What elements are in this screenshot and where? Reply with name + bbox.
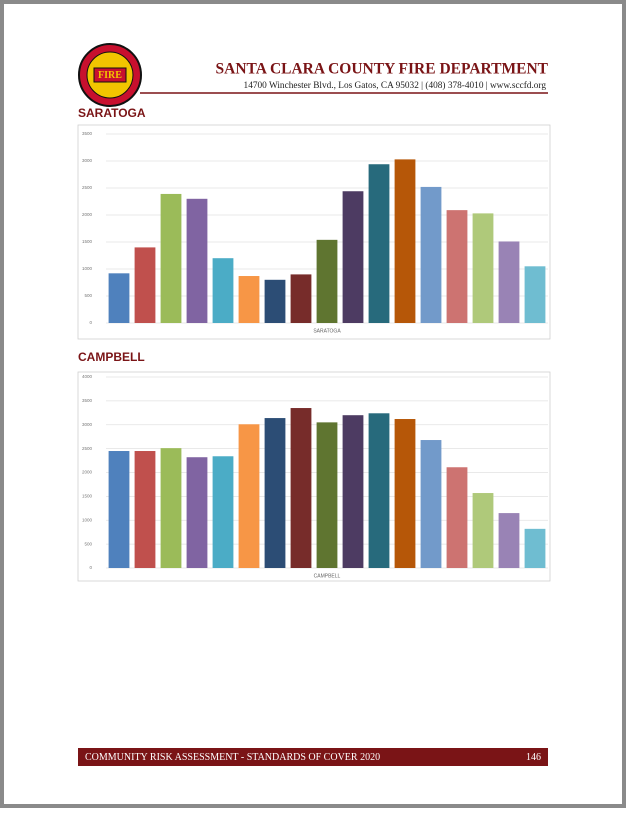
- bar: [472, 213, 494, 323]
- bar: [238, 276, 260, 323]
- x-axis-label: SARATOGA: [313, 328, 341, 334]
- bar: [212, 258, 234, 323]
- bar: [342, 191, 364, 323]
- bar: [342, 415, 364, 568]
- bar: [368, 413, 390, 568]
- bar: [524, 528, 546, 568]
- bar: [316, 239, 338, 323]
- org-title: SANTA CLARA COUNTY FIRE DEPARTMENT: [216, 61, 549, 78]
- bar: [472, 493, 494, 568]
- bar: [212, 456, 234, 568]
- y-tick-label: 3000: [82, 158, 93, 163]
- bar: [420, 440, 442, 568]
- bar: [498, 241, 520, 323]
- bar: [446, 467, 468, 568]
- section-heading: CAMPBELL: [78, 350, 145, 364]
- bar: [134, 451, 156, 568]
- section-heading: SARATOGA: [78, 106, 146, 120]
- y-tick-label: 1500: [82, 239, 93, 244]
- logo: FIRE: [78, 43, 142, 107]
- bar: [394, 159, 416, 323]
- bar: [524, 266, 546, 323]
- bar: [160, 193, 182, 323]
- bar: [160, 448, 182, 568]
- y-tick-label: 0: [89, 320, 92, 325]
- chart-frame: [77, 371, 551, 582]
- bar: [290, 408, 312, 568]
- logo-text: FIRE: [98, 70, 122, 81]
- bar: [134, 247, 156, 323]
- y-tick-label: 4000: [82, 374, 93, 379]
- y-tick-label: 2000: [82, 212, 93, 217]
- x-axis-label: CAMPBELL: [314, 573, 341, 579]
- bar: [264, 418, 286, 568]
- y-tick-label: 1000: [82, 266, 93, 271]
- page-number: 146: [526, 752, 541, 763]
- y-tick-label: 500: [84, 293, 92, 298]
- bar: [290, 274, 312, 323]
- bar: [316, 422, 338, 568]
- bar: [186, 457, 208, 568]
- y-tick-label: 500: [84, 541, 92, 546]
- y-tick-label: 1000: [82, 517, 93, 522]
- footer-bar: [78, 748, 548, 766]
- bar: [368, 164, 390, 323]
- bar: [108, 273, 130, 323]
- bar: [446, 210, 468, 323]
- bar: [420, 186, 442, 323]
- bar: [186, 198, 208, 323]
- bar: [394, 419, 416, 568]
- footer-text: COMMUNITY RISK ASSESSMENT - STANDARDS OF…: [85, 752, 380, 763]
- y-tick-label: 2500: [82, 185, 93, 190]
- y-tick-label: 2000: [82, 470, 93, 475]
- y-tick-label: 0: [89, 565, 92, 570]
- y-tick-label: 3500: [82, 131, 93, 136]
- bar: [498, 513, 520, 568]
- bar: [264, 279, 286, 323]
- y-tick-label: 1500: [82, 494, 93, 499]
- bar: [238, 424, 260, 568]
- y-tick-label: 3000: [82, 422, 93, 427]
- y-tick-label: 2500: [82, 446, 93, 451]
- bar: [108, 451, 130, 568]
- org-address: 14700 Winchester Blvd., Los Gatos, CA 95…: [244, 80, 547, 91]
- y-tick-label: 3500: [82, 398, 93, 403]
